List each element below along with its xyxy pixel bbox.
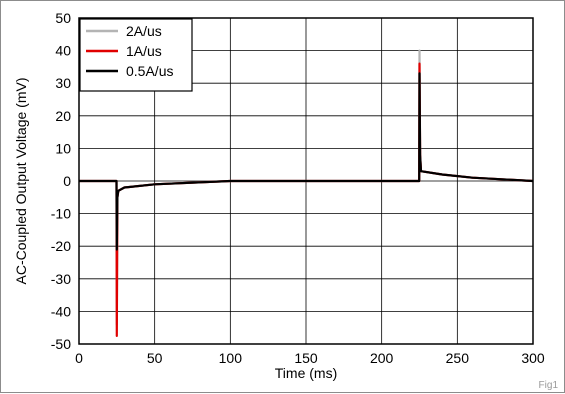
y-tick-label: 0	[63, 173, 71, 189]
plot-border	[78, 17, 534, 345]
x-tick-label: 200	[370, 350, 394, 366]
y-tick-label: -10	[51, 206, 71, 222]
tick-labels: 0 50 100 150 200 250 30050403020100-10-20-30-4…	[51, 10, 545, 366]
x-tick-label: 0	[75, 350, 83, 366]
figure-tag: Fig1	[539, 380, 559, 391]
y-tick-label: -40	[51, 303, 71, 319]
x-axis-title: Time (ms)	[275, 365, 337, 381]
legend-label-0: 2A/us	[126, 23, 162, 39]
y-tick-label: 20	[55, 108, 71, 124]
x-tick-label: 250	[446, 350, 470, 366]
legend: 2A/us 1A/us 0.5A/us	[79, 18, 193, 92]
y-axis-title: AC-Coupled Output Voltage (mV)	[13, 78, 29, 285]
legend-label-1: 1A/us	[126, 43, 162, 59]
x-tick-label: 100	[219, 350, 243, 366]
series-line-2	[79, 72, 534, 251]
legend-label-2: 0.5A/us	[126, 63, 173, 79]
x-tick-label: 300	[521, 350, 545, 366]
y-tick-label: 50	[55, 10, 71, 26]
y-tick-label: 30	[55, 75, 71, 91]
series-lines	[79, 49, 534, 337]
x-tick-label: 50	[147, 350, 163, 366]
y-tick-label: 40	[55, 43, 71, 59]
y-tick-label: -20	[51, 238, 71, 254]
y-tick-label: -50	[51, 336, 71, 352]
x-tick-label: 150	[294, 350, 318, 366]
y-tick-label: -30	[51, 271, 71, 287]
y-tick-label: 10	[55, 140, 71, 156]
